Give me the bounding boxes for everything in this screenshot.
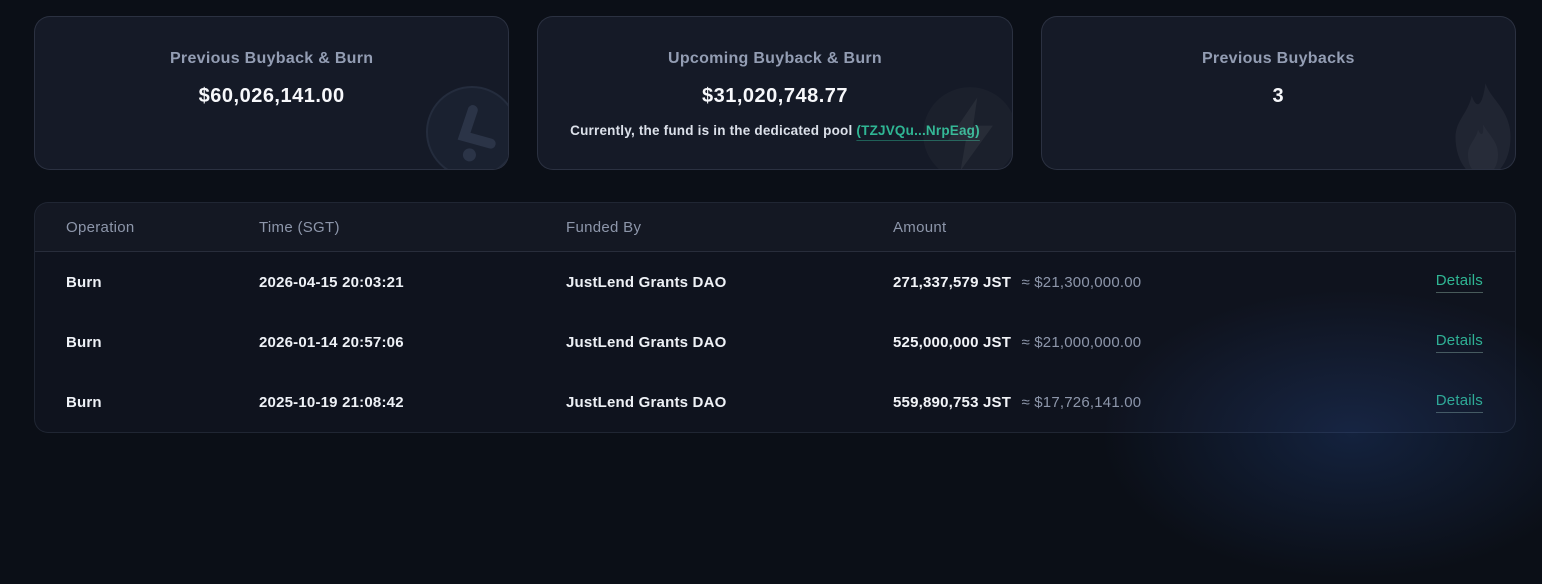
buyback-history-table: Operation Time (SGT) Funded By Amount Bu…	[34, 202, 1516, 433]
card-value: 3	[1272, 85, 1285, 107]
cell-amount: 271,337,579 JST ≈ $21,300,000.00	[893, 274, 1393, 291]
card-note: Currently, the fund is in the dedicated …	[538, 123, 1011, 138]
table-row: Burn 2026-01-14 20:57:06 JustLend Grants…	[35, 312, 1515, 372]
cell-operation: Burn	[66, 333, 102, 351]
cell-amount: 525,000,000 JST ≈ $21,000,000.00	[893, 334, 1393, 351]
cell-operation: Burn	[66, 393, 102, 411]
table-row: Burn 2025-10-19 21:08:42 JustLend Grants…	[35, 372, 1515, 432]
cell-time: 2026-01-14 20:57:06	[259, 333, 404, 351]
details-link[interactable]: Details	[1435, 332, 1483, 353]
pool-address-link[interactable]: (TZJVQu...NrpEag)	[856, 123, 980, 138]
column-header-operation: Operation	[66, 218, 135, 236]
column-header-funded-by: Funded By	[566, 218, 642, 236]
card-title: Previous Buyback & Burn	[169, 50, 374, 67]
amount-usd: ≈ $17,726,141.00	[1021, 393, 1142, 411]
card-upcoming-buyback-burn: Upcoming Buyback & Burn $31,020,748.77 C…	[537, 16, 1013, 170]
card-value: $31,020,748.77	[701, 85, 848, 107]
table-row: Burn 2026-04-15 20:03:21 JustLend Grants…	[35, 252, 1515, 312]
card-previous-buybacks: Previous Buybacks 3	[1040, 16, 1516, 170]
pool-note-text: Currently, the fund is in the dedicated …	[570, 123, 853, 138]
details-link[interactable]: Details	[1435, 272, 1483, 293]
cell-funded-by: JustLend Grants DAO	[566, 333, 727, 351]
card-title: Previous Buybacks	[1201, 50, 1355, 67]
cell-time: 2026-04-15 20:03:21	[259, 273, 404, 291]
cell-operation: Burn	[66, 273, 102, 291]
card-title: Upcoming Buyback & Burn	[667, 50, 883, 67]
card-value: $60,026,141.00	[198, 85, 345, 107]
cell-funded-by: JustLend Grants DAO	[566, 393, 727, 411]
amount-usd: ≈ $21,300,000.00	[1021, 273, 1142, 291]
table-header-row: Operation Time (SGT) Funded By Amount	[35, 203, 1515, 252]
stat-cards-row: Previous Buyback & Burn $60,026,141.00 U…	[0, 0, 1542, 170]
column-header-time: Time (SGT)	[259, 218, 340, 236]
column-header-amount: Amount	[893, 218, 947, 236]
cell-funded-by: JustLend Grants DAO	[566, 273, 727, 291]
card-previous-buyback-burn: Previous Buyback & Burn $60,026,141.00	[34, 16, 510, 170]
amount-usd: ≈ $21,000,000.00	[1021, 333, 1142, 351]
amount-jst: 559,890,753 JST	[893, 393, 1012, 411]
amount-jst: 271,337,579 JST	[893, 273, 1012, 291]
cell-time: 2025-10-19 21:08:42	[259, 393, 404, 411]
details-link[interactable]: Details	[1435, 392, 1483, 413]
cell-amount: 559,890,753 JST ≈ $17,726,141.00	[893, 394, 1393, 411]
amount-jst: 525,000,000 JST	[893, 333, 1012, 351]
